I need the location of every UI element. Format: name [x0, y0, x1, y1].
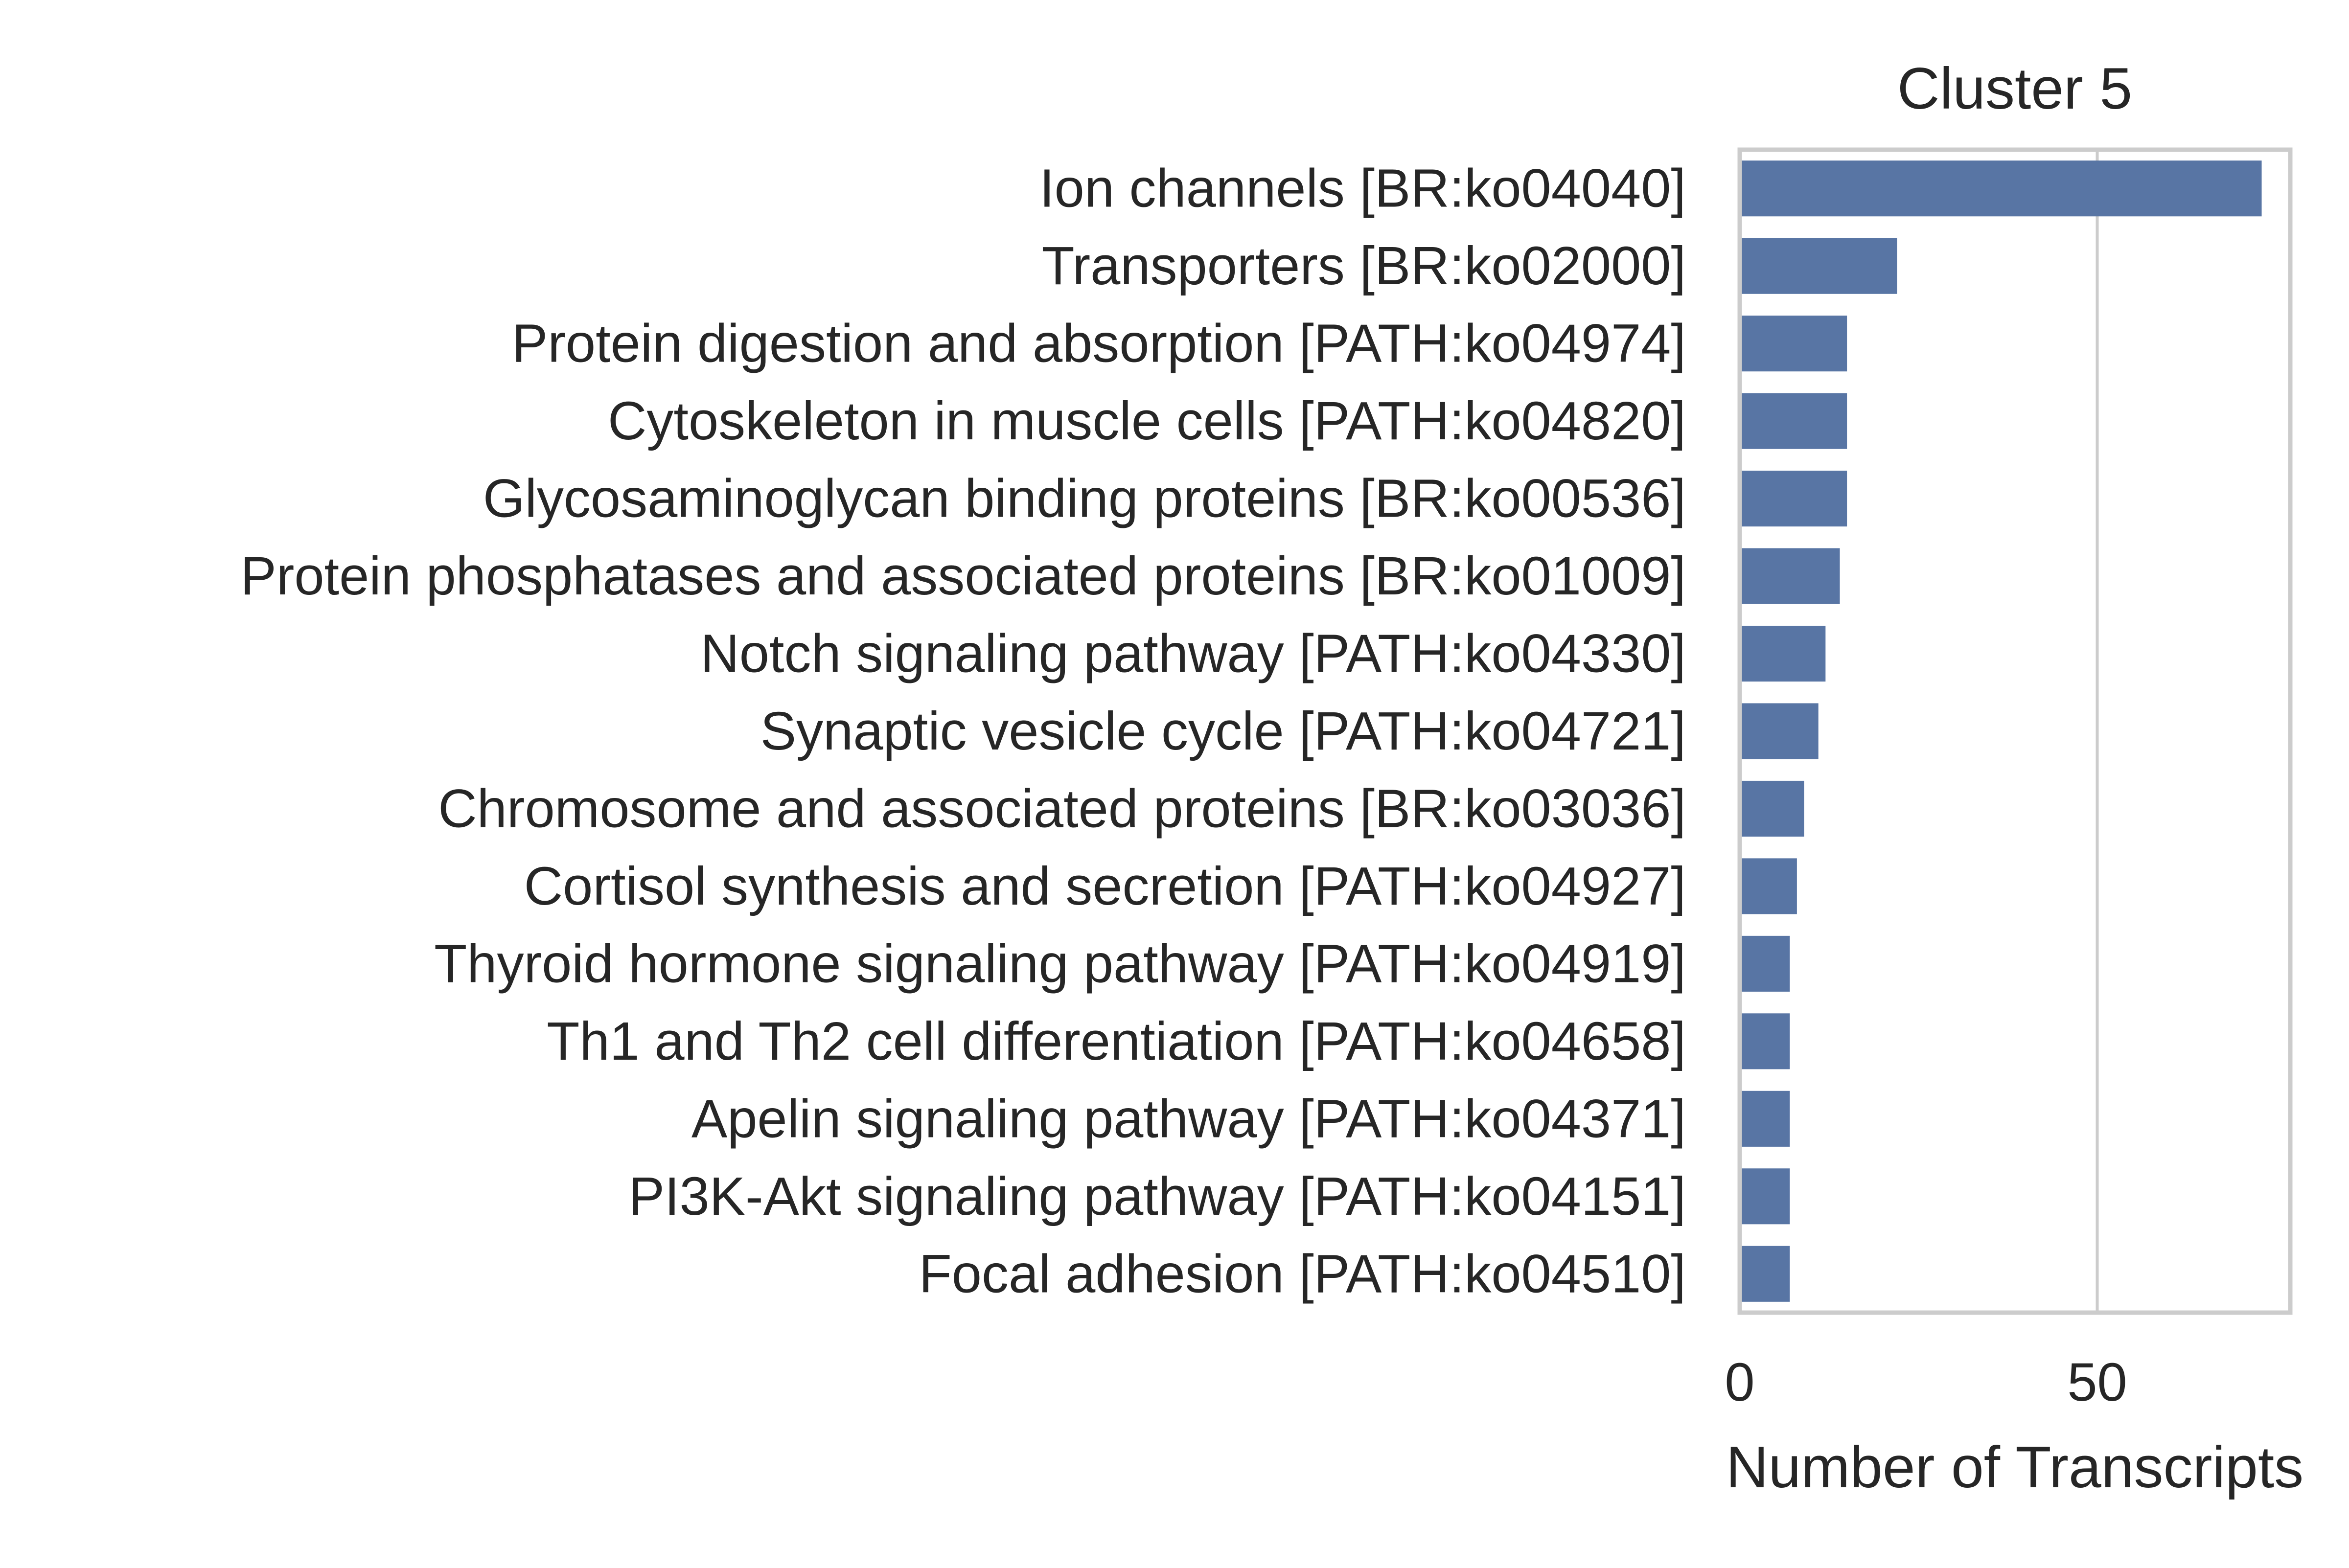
category-label: Thyroid hormone signaling pathway [PATH:… — [434, 933, 1686, 994]
bar — [1740, 393, 1847, 449]
bar-layer — [1740, 160, 2262, 1302]
bar — [1740, 1013, 1790, 1069]
category-label: Notch signaling pathway [PATH:ko04330] — [700, 624, 1686, 684]
category-label: Th1 and Th2 cell differentiation [PATH:k… — [547, 1011, 1686, 1071]
bar — [1740, 548, 1840, 604]
category-label: Cytoskeleton in muscle cells [PATH:ko048… — [608, 391, 1686, 451]
category-label: Glycosaminoglycan binding proteins [BR:k… — [483, 469, 1686, 529]
category-label: Chromosome and associated proteins [BR:k… — [438, 778, 1686, 839]
bar — [1740, 858, 1797, 914]
bar — [1740, 1168, 1790, 1225]
category-label: Apelin signaling pathway [PATH:ko04371] — [691, 1089, 1686, 1149]
bar — [1740, 1091, 1790, 1147]
bar — [1740, 935, 1790, 992]
category-label: Protein digestion and absorption [PATH:k… — [512, 314, 1686, 374]
category-label: Focal adhesion [PATH:ko04510] — [919, 1244, 1686, 1304]
x-axis-label: Number of Transcripts — [1726, 1434, 2303, 1500]
bar — [1740, 780, 1804, 837]
category-label: Protein phosphatases and associated prot… — [240, 546, 1686, 606]
category-label: Ion channels [BR:ko04040] — [1039, 159, 1686, 219]
x-tick-label: 0 — [1725, 1352, 1754, 1412]
axes-frame — [1737, 147, 2293, 1315]
bar — [1740, 703, 1819, 759]
category-label: Synaptic vesicle cycle [PATH:ko04721] — [760, 701, 1686, 761]
bar — [1740, 316, 1847, 372]
chart-title: Cluster 5 — [1897, 56, 2132, 121]
x-tick-labels: 0 50 — [1725, 1352, 2127, 1412]
category-label: Transporters [BR:ko02000] — [1041, 236, 1686, 296]
category-label: PI3K-Akt signaling pathway [PATH:ko04151… — [629, 1166, 1686, 1227]
bar — [1740, 160, 2262, 217]
bar — [1740, 471, 1847, 527]
x-tick-label: 50 — [2067, 1352, 2127, 1412]
plot-frame — [1737, 147, 2293, 1315]
category-label: Cortisol synthesis and secretion [PATH:k… — [524, 856, 1686, 916]
bar — [1740, 1246, 1790, 1302]
bar — [1740, 625, 1826, 682]
category-labels: Ion channels [BR:ko04040] Transporters [B… — [240, 159, 1686, 1304]
bar — [1740, 238, 1897, 294]
